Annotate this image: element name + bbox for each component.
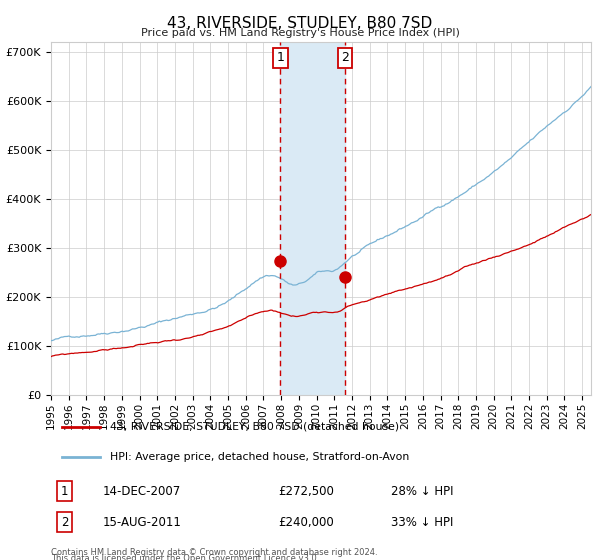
Text: Price paid vs. HM Land Registry's House Price Index (HPI): Price paid vs. HM Land Registry's House …: [140, 28, 460, 38]
Text: £240,000: £240,000: [278, 516, 334, 529]
Text: 15-AUG-2011: 15-AUG-2011: [103, 516, 181, 529]
Bar: [280, 42, 345, 395]
Text: 43, RIVERSIDE, STUDLEY, B80 7SD: 43, RIVERSIDE, STUDLEY, B80 7SD: [167, 16, 433, 31]
Text: 14-DEC-2007: 14-DEC-2007: [103, 485, 181, 498]
Text: £272,500: £272,500: [278, 485, 334, 498]
Text: 1: 1: [277, 52, 284, 64]
Text: HPI: Average price, detached house, Stratford-on-Avon: HPI: Average price, detached house, Stra…: [110, 452, 410, 462]
Text: 1: 1: [61, 485, 68, 498]
Text: 28% ↓ HPI: 28% ↓ HPI: [391, 485, 454, 498]
Text: 33% ↓ HPI: 33% ↓ HPI: [391, 516, 454, 529]
Text: 43, RIVERSIDE, STUDLEY, B80 7SD (detached house): 43, RIVERSIDE, STUDLEY, B80 7SD (detache…: [110, 422, 400, 432]
Text: 2: 2: [61, 516, 68, 529]
Text: Contains HM Land Registry data © Crown copyright and database right 2024.: Contains HM Land Registry data © Crown c…: [51, 548, 377, 557]
Text: This data is licensed under the Open Government Licence v3.0.: This data is licensed under the Open Gov…: [51, 554, 319, 560]
Text: 2: 2: [341, 52, 349, 64]
